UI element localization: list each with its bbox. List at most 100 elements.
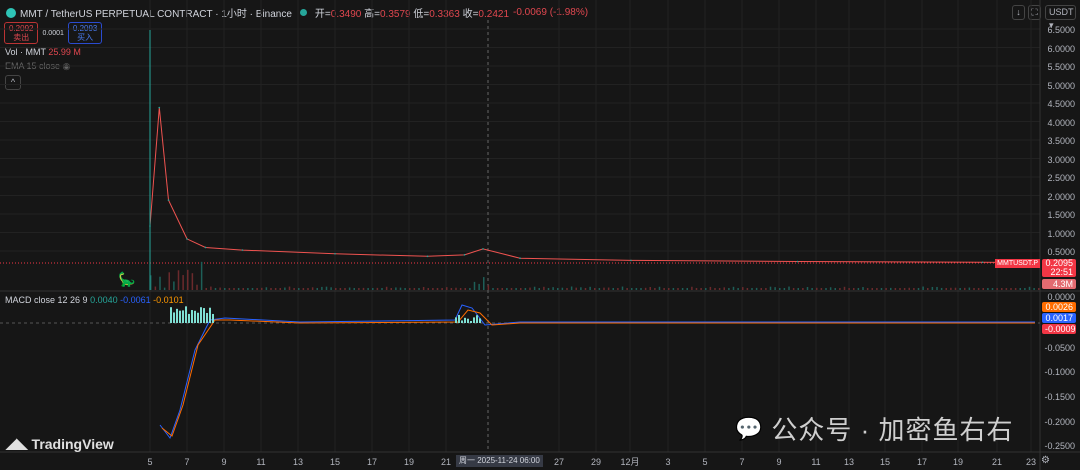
watermark: 💬 公众号 · 加密鱼右右 <box>735 410 1014 447</box>
time-tick: 17 <box>366 457 378 467</box>
volume-bar <box>820 288 823 290</box>
collapse-legend-button[interactable]: ^ <box>5 75 21 90</box>
macd-tick: -0.2000 <box>1044 417 1075 427</box>
market-status-icon <box>299 9 307 16</box>
volume-bar <box>834 288 836 290</box>
macd-histogram-bar <box>194 310 196 323</box>
volume-bar <box>510 288 513 290</box>
vol-label: Vol · MMT <box>5 47 46 57</box>
volume-bar <box>1005 288 1008 290</box>
volume-bar <box>913 288 915 290</box>
symbol-title[interactable]: MMT / TetherUS PERPETUAL CONTRACT · 1小时 … <box>20 9 292 20</box>
macd-tick: -0.1000 <box>1044 367 1075 377</box>
volume-bar <box>607 287 610 290</box>
macd-tag-hist: 0.0026 <box>1042 302 1076 312</box>
macd-tag-line: 0.0017 <box>1042 313 1076 323</box>
download-button[interactable]: ↓ <box>1012 5 1025 20</box>
volume-bar <box>163 287 166 290</box>
volume-bar <box>866 288 869 290</box>
time-tick: 15 <box>879 457 891 467</box>
volume-bar <box>469 288 471 290</box>
volume-bar <box>709 286 712 290</box>
bar-countdown: 22:51 <box>1050 267 1073 277</box>
volume-bar <box>594 288 596 290</box>
volume-bar <box>390 288 392 290</box>
volume-bar <box>478 283 480 290</box>
macd-tick: -0.2500 <box>1044 441 1075 451</box>
symbol-tag: MMTUSDT.P <box>995 259 1040 268</box>
time-tick: 9 <box>776 457 782 467</box>
watermark-text: 公众号 · 加密鱼右右 <box>771 415 1014 445</box>
time-tick: 5 <box>702 457 708 467</box>
macd-tick: -0.1500 <box>1044 392 1075 402</box>
volume-bar <box>177 270 180 290</box>
volume-bar <box>654 288 656 290</box>
macd-histogram-bar <box>209 307 211 323</box>
price-point <box>630 259 632 262</box>
volume-bar <box>631 288 633 290</box>
volume-bar <box>1033 288 1035 290</box>
volume-bar <box>154 286 157 290</box>
volume-bar <box>219 287 221 290</box>
volume-bar <box>298 288 300 290</box>
macd-legend[interactable]: MACD close 12 26 9 0.0040 -0.0061 -0.010… <box>5 295 184 305</box>
price-point <box>482 248 484 250</box>
volume-bar <box>718 288 721 290</box>
volume-legend[interactable]: Vol · MMT 25.99 M <box>5 47 81 57</box>
macd-histogram-bar <box>182 310 184 323</box>
macd-histogram-bar <box>458 314 460 323</box>
volume-bar <box>968 287 971 290</box>
volume-bar <box>418 288 420 290</box>
time-tick: 9 <box>221 457 227 467</box>
price-point <box>241 249 244 251</box>
volume-bar <box>880 288 883 290</box>
volume-bar <box>446 287 448 290</box>
volume-bar <box>413 288 416 290</box>
ohlc-3: 收=0.2421 <box>463 9 509 20</box>
volume-bar <box>1001 288 1003 290</box>
macd-histogram-bar <box>476 315 478 323</box>
price-tick: 6.0000 <box>1047 43 1075 54</box>
macd-label: MACD close 12 26 9 <box>5 295 88 305</box>
currency-select[interactable]: USDT ▾ <box>1045 5 1076 30</box>
volume-bar <box>954 287 957 290</box>
price-point <box>204 246 207 249</box>
volume-bar <box>908 287 910 290</box>
tv-logo-icon: ◢◣ <box>6 435 28 451</box>
volume-bar <box>344 288 346 290</box>
volume-bar <box>612 288 614 290</box>
volume-bar <box>1014 288 1017 290</box>
volume-bar <box>792 288 795 290</box>
volume-bar <box>663 288 665 290</box>
volume-bar <box>274 288 277 290</box>
volume-bar <box>159 276 161 290</box>
volume-bar <box>885 287 887 290</box>
branding-text: TradingView <box>31 435 114 452</box>
volume-bar <box>589 286 591 290</box>
volume-bar <box>857 288 860 290</box>
volume-bar <box>927 288 929 290</box>
macd-line <box>159 304 1035 440</box>
price-tick: 3.5000 <box>1047 136 1075 146</box>
price-point <box>186 238 188 240</box>
volume-bar <box>353 288 355 290</box>
volume-bar <box>432 288 434 290</box>
macd-hist-value: 0.0040 <box>90 295 118 305</box>
volume-bar <box>945 288 947 290</box>
price-point <box>426 255 429 258</box>
volume-bar <box>205 288 207 290</box>
last-price-tag: 0.2095 22:51 <box>1042 259 1076 277</box>
volume-bar <box>1028 286 1031 290</box>
volume-bar <box>816 287 818 290</box>
ohlc-key: 开= <box>314 9 331 20</box>
settings-icon[interactable]: ⚙ <box>1041 455 1050 466</box>
time-tick: 11 <box>811 457 821 467</box>
volume-bar <box>755 287 758 290</box>
volume-bar <box>409 288 411 290</box>
volume-bar <box>316 288 318 290</box>
price-point <box>463 254 466 256</box>
volume-bar <box>307 288 309 290</box>
volume-bar <box>964 287 966 290</box>
macd-histogram-bar <box>203 308 205 323</box>
